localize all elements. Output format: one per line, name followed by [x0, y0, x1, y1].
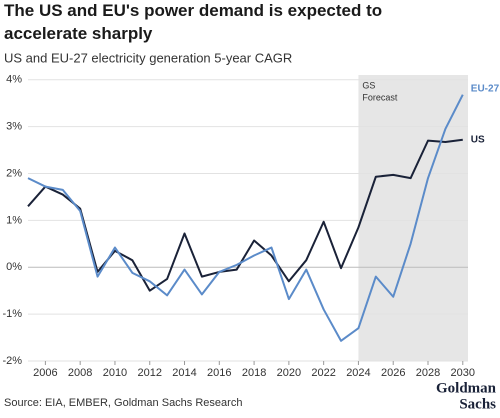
- legend-label: EU-27: [471, 83, 500, 94]
- x-tick-label: 2006: [33, 367, 57, 379]
- logo: Sachs: [459, 396, 496, 412]
- y-tick-label: 3%: [6, 120, 22, 132]
- x-tick-label: 2014: [172, 367, 196, 379]
- forecast-region: [358, 75, 468, 361]
- x-tick-label: 2026: [381, 367, 405, 379]
- source: Source: EIA, EMBER, Goldman Sachs Resear…: [4, 397, 242, 409]
- line-series: [27, 94, 464, 342]
- line-series: [27, 138, 463, 292]
- x-tick-label: 2022: [311, 367, 335, 379]
- x-tick-label: 2020: [277, 367, 301, 379]
- x-tick-label: 2018: [242, 367, 266, 379]
- annotation: GS: [362, 80, 375, 90]
- y-tick-label: 2%: [6, 167, 22, 179]
- chart-title: The US and EU's power demand is expected…: [4, 1, 382, 43]
- x-tick-label: 2024: [346, 367, 370, 379]
- x-tick-label: 2030: [451, 367, 475, 379]
- x-tick-label: 2010: [103, 367, 127, 379]
- y-tick-label: 1%: [6, 214, 22, 226]
- annotation: Forecast: [362, 92, 398, 102]
- y-tick-label: -1%: [2, 308, 22, 320]
- legend-label: US: [471, 134, 485, 145]
- x-tick-label: 2016: [207, 367, 231, 379]
- chart-subtitle: US and EU-27 electricity generation 5-ye…: [4, 50, 292, 65]
- x-tick-label: 2012: [137, 367, 161, 379]
- x-tick-label: 2008: [68, 367, 92, 379]
- logo: Goldman: [436, 380, 497, 396]
- y-tick-label: -2%: [2, 355, 22, 367]
- x-tick-label: 2028: [416, 367, 440, 379]
- y-tick-label: 4%: [6, 74, 22, 86]
- y-tick-label: 0%: [6, 261, 22, 273]
